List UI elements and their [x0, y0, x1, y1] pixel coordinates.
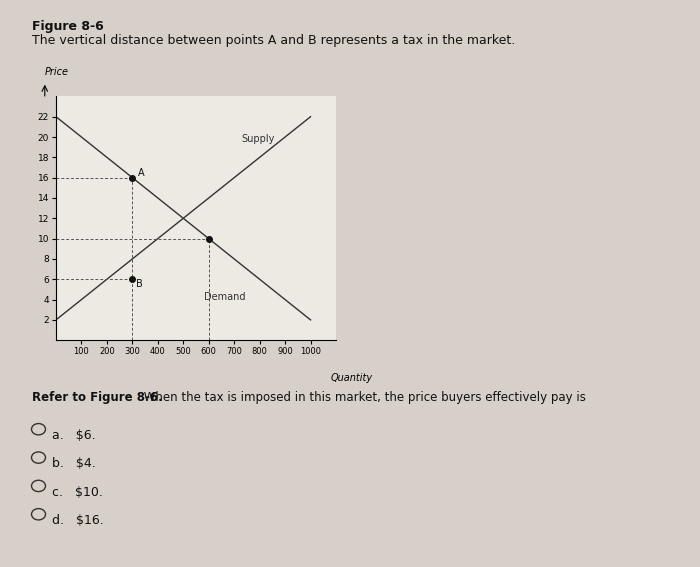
Text: B: B [136, 280, 143, 289]
Text: a.   $6.: a. $6. [52, 429, 96, 442]
Text: The vertical distance between points A and B represents a tax in the market.: The vertical distance between points A a… [32, 34, 514, 47]
Text: A: A [137, 168, 144, 177]
Text: Refer to Figure 8-6.: Refer to Figure 8-6. [32, 391, 162, 404]
Text: c.   $10.: c. $10. [52, 486, 104, 498]
Text: Supply: Supply [241, 134, 275, 144]
Text: b.   $4.: b. $4. [52, 458, 97, 470]
Text: Demand: Demand [204, 291, 245, 302]
Text: Price: Price [45, 67, 69, 77]
Text: When the tax is imposed in this market, the price buyers effectively pay is: When the tax is imposed in this market, … [140, 391, 586, 404]
Text: d.   $16.: d. $16. [52, 514, 104, 527]
Text: Figure 8-6: Figure 8-6 [32, 20, 104, 33]
Text: Quantity: Quantity [331, 373, 373, 383]
